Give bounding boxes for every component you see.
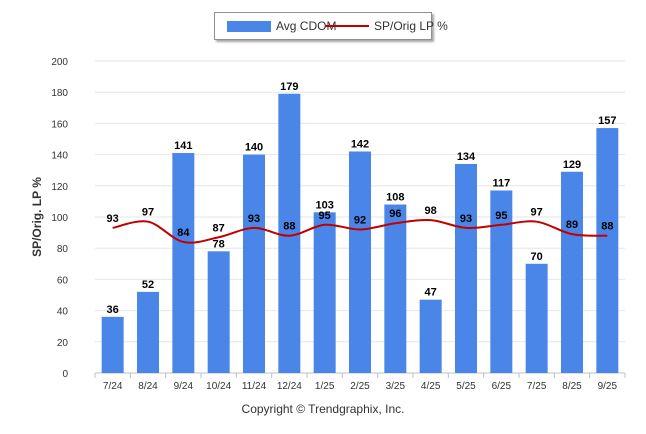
bar [596,128,619,373]
bar-data-label: 103 [315,199,333,211]
bar [419,299,442,373]
line-data-label: 84 [177,227,190,239]
bar [137,291,159,373]
bar-data-label: 134 [457,151,476,163]
line-data-label: 96 [389,208,401,220]
series-line [112,218,608,244]
bar [349,151,371,373]
bar [455,163,477,373]
bar-data-label: 52 [142,279,154,291]
bar [525,263,548,373]
x-tick-label: 6/25 [492,381,512,392]
bar [101,316,124,373]
bar-data-label: 129 [563,159,581,171]
bar [207,251,230,373]
line-data-label: 87 [213,222,225,234]
y-tick-label: 180 [51,88,68,99]
legend-label-sp-orig: SP/Orig LP % [374,19,448,33]
x-tick-label: 1/25 [315,381,335,392]
line-data-label: 98 [425,205,437,217]
x-tick-label: 3/25 [386,381,406,392]
legend-bar-swatch [227,20,271,32]
y-tick-label: 80 [57,244,69,255]
x-tick-label: 8/24 [138,381,158,392]
legend-item-sp-orig[interactable]: SP/Orig LP % [325,19,448,33]
legend-line-swatch [325,25,369,27]
bar-data-label: 141 [174,140,192,152]
line-data-label: 88 [283,221,295,233]
x-tick-label: 10/24 [206,381,231,392]
y-tick-label: 200 [51,57,68,68]
x-tick-label: 8/25 [562,381,582,392]
legend-label-avg-cdom: Avg CDOM [276,19,337,33]
bar [384,204,407,373]
line-data-label: 93 [460,213,472,225]
x-tick-label: 7/25 [527,381,547,392]
y-axis-title: SP/Orig. LP % [30,177,44,257]
legend-item-avg-cdom[interactable]: Avg CDOM [227,19,336,33]
y-tick-label: 20 [57,338,69,349]
bar-data-label: 157 [598,115,616,127]
bar-data-label: 78 [213,238,225,250]
y-tick-label: 120 [51,182,68,193]
bar [243,154,265,373]
bar-data-label: 142 [351,138,369,150]
line-data-label: 92 [354,214,366,226]
bar [561,171,583,373]
line-data-label: 88 [601,221,613,233]
x-tick-label: 9/25 [598,381,618,392]
y-tick-label: 60 [57,275,69,286]
bar-data-label: 47 [425,287,437,299]
bar [313,212,336,373]
x-tick-label: 7/24 [103,381,123,392]
bar-data-label: 108 [386,192,404,204]
y-tick-label: 100 [51,213,68,224]
y-tick-label: 40 [57,307,69,318]
line-data-label: 97 [142,207,154,219]
bar-data-label: 140 [245,142,263,154]
line-data-label: 93 [248,213,260,225]
x-tick-label: 9/24 [174,381,194,392]
bar [172,153,195,373]
line-data-label: 95 [319,210,331,222]
line-data-label: 95 [495,210,507,222]
bar-data-label: 36 [107,304,119,316]
bar [278,93,301,373]
bar [490,190,513,373]
bar-data-label: 70 [531,251,543,263]
legend[interactable]: Avg CDOM SP/Orig LP % [214,12,448,40]
x-tick-label: 12/24 [277,381,302,392]
line-data-label: 93 [107,213,119,225]
y-tick-label: 0 [62,369,68,380]
copyright-footer: Copyright © Trendgraphix, Inc. [241,402,405,416]
line-data-label: 97 [531,207,543,219]
bar-data-label: 179 [280,81,298,93]
x-tick-label: 5/25 [456,381,476,392]
line-data-label: 89 [566,219,578,231]
bar-data-label: 117 [492,177,510,189]
x-tick-label: 2/25 [350,381,370,392]
x-tick-label: 4/25 [421,381,441,392]
x-tick-label: 11/24 [242,381,267,392]
y-tick-label: 140 [51,151,68,162]
y-tick-label: 160 [51,119,68,130]
